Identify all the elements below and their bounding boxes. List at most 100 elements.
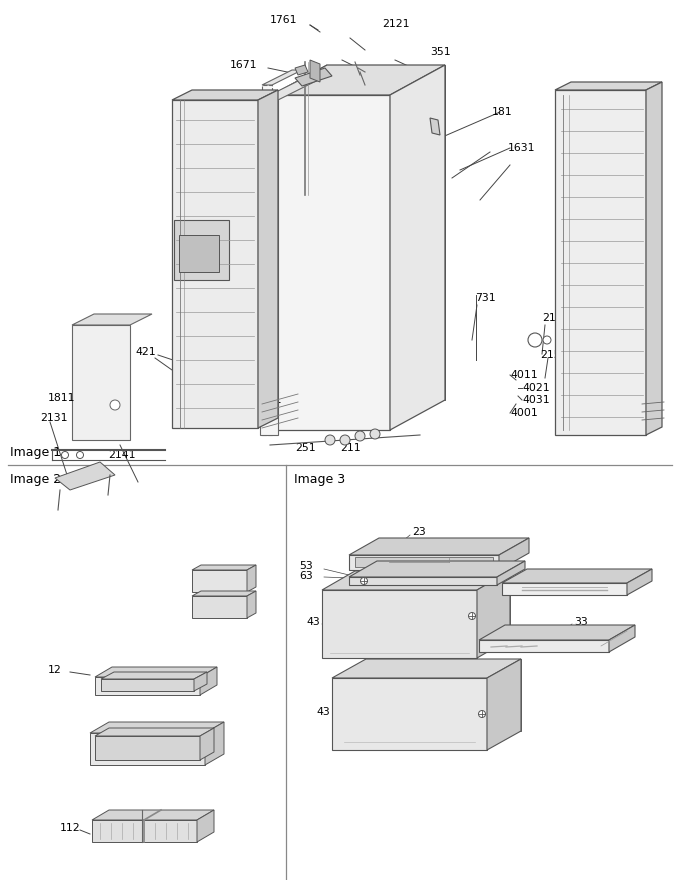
Polygon shape: [262, 85, 272, 435]
Polygon shape: [627, 569, 652, 595]
Polygon shape: [197, 810, 214, 842]
Polygon shape: [200, 728, 214, 760]
Text: 731: 731: [475, 293, 496, 303]
Text: 351: 351: [430, 47, 451, 57]
Text: 1811: 1811: [48, 393, 75, 403]
Text: 1631: 1631: [508, 143, 536, 153]
Text: 1581: 1581: [600, 205, 628, 215]
Circle shape: [469, 612, 475, 620]
Polygon shape: [322, 571, 510, 590]
Polygon shape: [90, 722, 224, 733]
Polygon shape: [499, 538, 529, 570]
Polygon shape: [366, 659, 521, 731]
Circle shape: [479, 710, 486, 717]
Circle shape: [360, 577, 367, 584]
Polygon shape: [555, 82, 662, 90]
Polygon shape: [349, 538, 529, 555]
Polygon shape: [609, 625, 635, 652]
Text: 42: 42: [220, 568, 234, 578]
Text: 12: 12: [48, 665, 62, 675]
Polygon shape: [310, 60, 320, 82]
Polygon shape: [355, 557, 493, 567]
Polygon shape: [72, 325, 130, 440]
Polygon shape: [179, 235, 219, 272]
Polygon shape: [272, 65, 327, 430]
Circle shape: [61, 451, 69, 458]
Polygon shape: [200, 667, 217, 695]
Polygon shape: [477, 571, 510, 658]
Polygon shape: [90, 733, 205, 765]
Polygon shape: [295, 68, 332, 86]
Text: 2131: 2131: [40, 413, 67, 423]
Polygon shape: [332, 659, 521, 678]
Polygon shape: [295, 65, 308, 75]
Polygon shape: [95, 728, 214, 736]
Text: 33: 33: [574, 617, 588, 627]
Text: 1761: 1761: [270, 15, 298, 25]
Circle shape: [340, 435, 350, 445]
Polygon shape: [390, 65, 445, 430]
Text: 4021: 4021: [522, 383, 549, 393]
Polygon shape: [192, 565, 256, 570]
Polygon shape: [172, 100, 258, 428]
Text: 311: 311: [198, 387, 219, 397]
Polygon shape: [194, 672, 207, 691]
Polygon shape: [260, 80, 318, 100]
Text: 2121: 2121: [382, 19, 409, 29]
Polygon shape: [430, 118, 440, 135]
Text: Image 1: Image 1: [10, 446, 61, 459]
Circle shape: [110, 400, 120, 410]
Circle shape: [528, 333, 542, 347]
Polygon shape: [272, 65, 445, 95]
Polygon shape: [349, 561, 525, 577]
Text: 53: 53: [299, 561, 313, 571]
Polygon shape: [355, 571, 510, 639]
Text: 421: 421: [135, 347, 156, 357]
Polygon shape: [95, 736, 200, 760]
Text: 43: 43: [306, 617, 320, 627]
Text: Image 2: Image 2: [10, 473, 61, 486]
Polygon shape: [646, 82, 662, 435]
Polygon shape: [332, 678, 487, 750]
Polygon shape: [174, 220, 229, 280]
Polygon shape: [205, 722, 224, 765]
Text: 52: 52: [220, 588, 234, 598]
Text: 63: 63: [299, 571, 313, 581]
Circle shape: [370, 429, 380, 439]
Circle shape: [543, 336, 551, 344]
Text: 112: 112: [60, 823, 81, 833]
Text: 251: 251: [295, 443, 316, 453]
Text: Image 3: Image 3: [294, 473, 345, 486]
Polygon shape: [555, 90, 646, 435]
Text: 1801: 1801: [228, 123, 256, 133]
Polygon shape: [192, 591, 256, 596]
Circle shape: [325, 435, 335, 445]
Polygon shape: [502, 569, 652, 583]
Polygon shape: [349, 555, 499, 570]
Text: 2161: 2161: [542, 313, 570, 323]
Polygon shape: [479, 625, 635, 640]
Circle shape: [76, 451, 84, 458]
Polygon shape: [272, 95, 390, 430]
Polygon shape: [349, 577, 497, 585]
Text: 4011: 4011: [510, 370, 538, 380]
Polygon shape: [247, 565, 256, 592]
Polygon shape: [72, 314, 152, 325]
Polygon shape: [92, 820, 197, 842]
Text: 1661: 1661: [232, 90, 260, 100]
Text: 13: 13: [589, 573, 602, 583]
Text: 23: 23: [412, 527, 426, 537]
Polygon shape: [92, 810, 214, 820]
Polygon shape: [262, 70, 302, 85]
Text: 43: 43: [316, 707, 330, 717]
Polygon shape: [322, 590, 477, 658]
Text: 2151: 2151: [540, 350, 568, 360]
Text: 211: 211: [340, 443, 360, 453]
Polygon shape: [55, 462, 115, 490]
Polygon shape: [260, 100, 278, 435]
Polygon shape: [497, 561, 525, 585]
Polygon shape: [327, 65, 445, 400]
Polygon shape: [192, 596, 247, 618]
Text: 1671: 1671: [230, 60, 258, 70]
Polygon shape: [101, 672, 207, 679]
